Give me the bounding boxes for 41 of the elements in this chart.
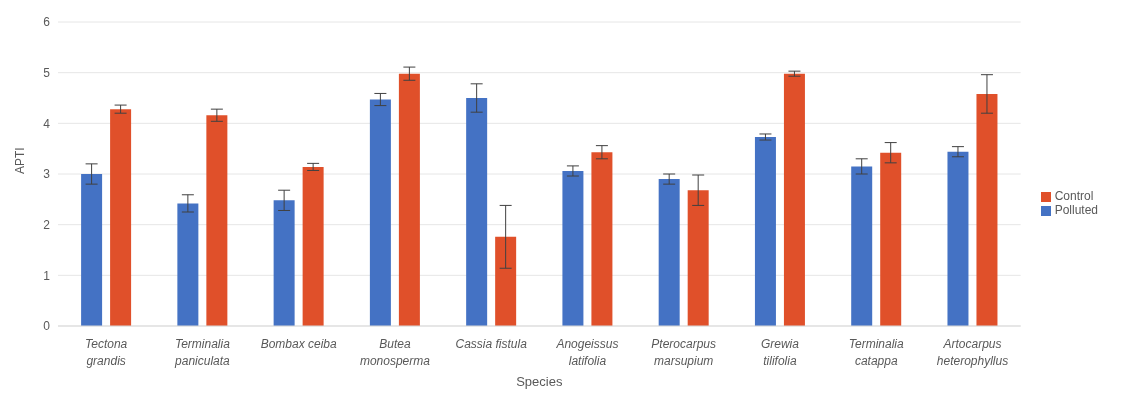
y-tick-label: 5	[43, 65, 51, 80]
bar	[369, 99, 391, 326]
bar	[947, 151, 969, 326]
bar	[880, 152, 902, 326]
x-tick-label: Artocarpus heterophyllus	[936, 337, 1009, 368]
x-tick-label: Anogeissus latifolia	[555, 337, 619, 368]
bar	[851, 166, 873, 326]
bar	[658, 179, 680, 326]
bar	[273, 200, 295, 326]
legend-label: Control	[1054, 189, 1094, 203]
bar	[110, 109, 132, 326]
bar	[687, 190, 709, 326]
y-tick-label: 3	[43, 167, 51, 182]
bar	[302, 166, 324, 326]
y-axis-title: APTI	[13, 147, 28, 174]
x-tick-label: Terminalia catappa	[848, 337, 905, 368]
bar	[754, 137, 776, 326]
x-tick-label: Bombax ceiba	[260, 337, 337, 351]
bar	[783, 73, 805, 326]
y-tick-label: 6	[43, 15, 51, 30]
bar	[466, 98, 488, 326]
bar	[177, 203, 199, 326]
bar	[495, 236, 517, 326]
x-tick-label: Grewia tilifolia	[760, 337, 800, 368]
bar	[976, 93, 998, 326]
bar	[81, 174, 103, 326]
y-tick-label: 0	[43, 319, 51, 334]
y-tick-label: 1	[43, 268, 51, 283]
bar	[398, 73, 420, 326]
bar	[562, 170, 584, 326]
x-axis-title: Species	[516, 374, 563, 389]
x-tick-label: Butea monosperma	[359, 337, 431, 368]
x-tick-label: Pterocarpus marsupium	[651, 337, 717, 368]
bar	[206, 115, 228, 326]
x-tick-label: Cassia fistula	[455, 337, 528, 351]
x-tick-label: Terminalia paniculata	[174, 337, 231, 368]
y-tick-label: 4	[43, 116, 51, 131]
y-tick-label: 2	[43, 217, 51, 232]
legend-label: Polluted	[1054, 203, 1098, 217]
bar	[591, 152, 613, 326]
x-tick-label: Tectona grandis	[85, 337, 128, 368]
